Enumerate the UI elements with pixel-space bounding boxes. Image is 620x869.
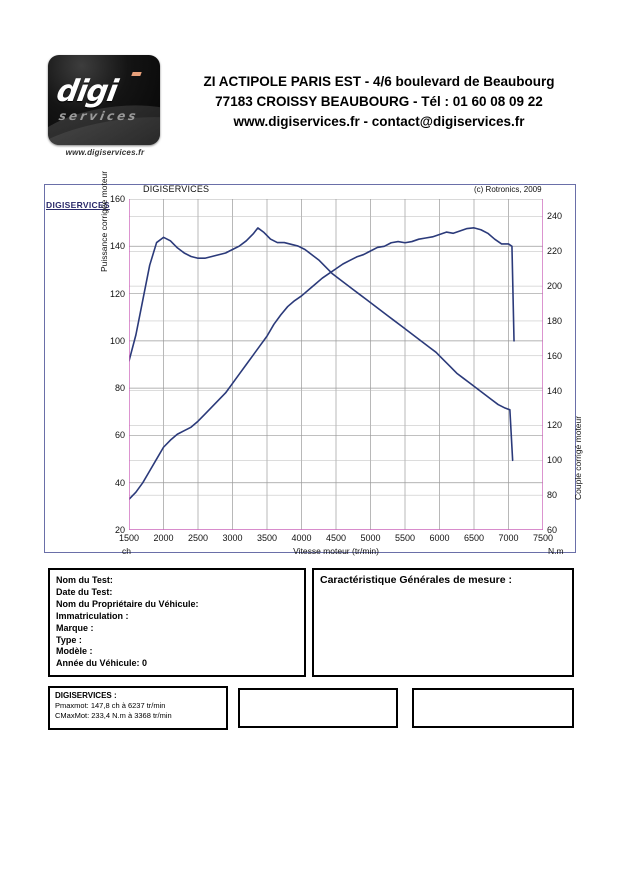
test-info-item: Année du Véhicule: 0 [56, 658, 148, 669]
logo-tile: digi services [48, 55, 160, 145]
y-tick-right-100: 100 [547, 455, 563, 466]
test-info-item: Nom du Test: [56, 575, 113, 585]
characteristics-header: Caractéristique Générales de mesure : [320, 574, 513, 586]
test-info-item: Nom du Propriétaire du Véhicule: [56, 598, 199, 609]
test-info-item: Date du Test: [56, 586, 113, 597]
company-logo: digi services www.digiservices.fr [48, 55, 160, 157]
y-axis-left-ticks: 20 40 60 80 100 120 140 160 [98, 194, 125, 535]
x-tick-2000: 2000 [153, 533, 174, 543]
y-tick-left-120: 120 [109, 288, 125, 299]
y-tick-left-40: 40 [114, 477, 125, 488]
y-tick-left-140: 140 [109, 241, 125, 252]
logo-subwordmark: services [57, 109, 140, 123]
test-info-item: Immatriculation : [56, 610, 129, 621]
y-tick-right-120: 120 [547, 420, 563, 431]
x-tick-5000: 5000 [360, 533, 381, 543]
results-header: DIGISERVICES : [55, 691, 117, 700]
y-tick-right-180: 180 [547, 315, 563, 326]
x-tick-7500: 7500 [532, 533, 554, 543]
results-list: DIGISERVICES : Pmaxmot: 147,8 ch à 6237 … [50, 688, 226, 721]
x-axis-label: Vitesse moteur (tr/min) [293, 546, 379, 556]
grid-lines [129, 199, 543, 530]
empty-box-3[interactable] [412, 688, 574, 728]
chart-title-left: DIGISERVICES [46, 200, 110, 210]
test-info-item: Type : [56, 634, 82, 645]
page-header: digi services www.digiservices.fr ZI ACT… [0, 28, 620, 157]
x-tick-4000: 4000 [291, 533, 312, 543]
test-info-item: Modèle : [56, 646, 93, 657]
plot-svg [129, 199, 543, 530]
address-line-2: 77183 CROISSY BEAUBOURG - Tél : 01 60 08… [215, 94, 543, 109]
address-line-3: www.digiservices.fr - contact@digiservic… [233, 114, 525, 129]
x-tick-1500: 1500 [118, 533, 140, 543]
curve-power [129, 227, 515, 501]
characteristics-box[interactable]: Caractéristique Générales de mesure : [312, 568, 574, 677]
unit-left-label: ch [122, 546, 131, 556]
unit-right-label: N.m [548, 546, 564, 556]
y-tick-right-80: 80 [547, 490, 558, 501]
logo-wordmark: digi [54, 74, 120, 109]
x-tick-5500: 5500 [394, 533, 416, 543]
y-axis-right-label: Couple corrigé moteur [573, 415, 583, 500]
x-tick-7000: 7000 [498, 533, 519, 543]
address-line-1: ZI ACTIPOLE PARIS EST - 4/6 boulevard de… [203, 74, 555, 89]
y-tick-right-160: 160 [547, 350, 563, 361]
x-tick-6000: 6000 [429, 533, 450, 543]
curve-torque [129, 227, 514, 462]
test-info-box: Nom du Test: Date du Test: Nom du Propriét… [48, 568, 306, 677]
y-axis-right-ticks: 60 80 100 120 140 160 180 200 220 240 [547, 199, 577, 535]
company-address: ZI ACTIPOLE PARIS EST - 4/6 boulevard de… [150, 72, 608, 132]
empty-box-2[interactable] [238, 688, 398, 728]
test-info-item: Marque : [56, 622, 94, 633]
x-tick-3000: 3000 [222, 533, 243, 543]
x-tick-3500: 3500 [256, 533, 278, 543]
y-tick-right-200: 200 [547, 281, 563, 292]
y-tick-left-160: 160 [109, 194, 125, 204]
y-tick-right-140: 140 [547, 385, 563, 396]
dyno-plot: digi services www.digiservices.fr [129, 199, 543, 530]
x-axis-ticks: 1500 2000 2500 3000 3500 4000 4500 5000 5500 6000… [119, 533, 553, 545]
result-pmax: Pmaxmot: 147,8 ch à 6237 tr/min [55, 701, 166, 710]
test-info-list: Nom du Test: Date du Test: Nom du Propriét… [50, 570, 304, 670]
y-tick-left-100: 100 [109, 335, 125, 346]
y-tick-left-20: 20 [114, 525, 125, 535]
result-cmax: CMaxMot: 233,4 N.m à 3368 tr/min [55, 711, 172, 720]
data-curves [129, 227, 515, 501]
x-tick-6500: 6500 [463, 533, 485, 543]
y-tick-right-60: 60 [547, 525, 558, 535]
x-tick-4500: 4500 [325, 533, 347, 543]
y-tick-right-240: 240 [547, 211, 563, 222]
y-tick-left-80: 80 [114, 383, 125, 394]
x-tick-2500: 2500 [187, 533, 209, 543]
logo-accent-dot-icon [131, 72, 142, 76]
y-axis-left-label: Puissance corrigée moteur [99, 170, 109, 272]
y-tick-right-220: 220 [547, 246, 563, 257]
chart-title-center: DIGISERVICES [143, 184, 210, 194]
results-box: DIGISERVICES : Pmaxmot: 147,8 ch à 6237 … [48, 686, 228, 730]
chart-credit: (c) Rotronics, 2009 [474, 185, 542, 194]
logo-url-caption: www.digiservices.fr [65, 148, 145, 157]
y-tick-left-60: 60 [114, 430, 125, 441]
